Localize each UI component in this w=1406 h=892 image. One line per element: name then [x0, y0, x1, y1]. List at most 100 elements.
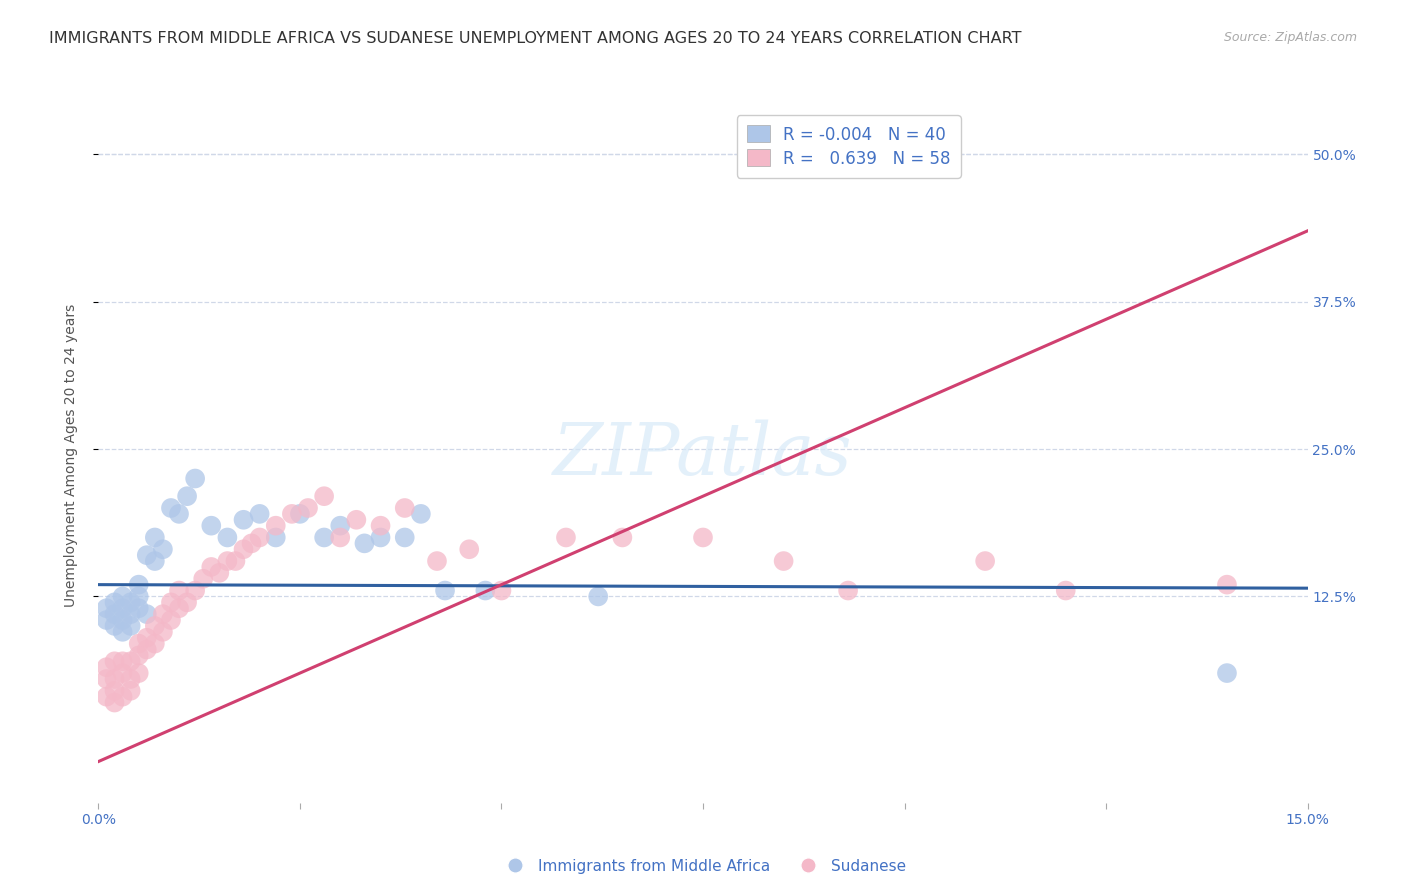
Point — [329, 531, 352, 545]
Point — [217, 554, 239, 568]
Point — [249, 531, 271, 545]
Point — [167, 507, 190, 521]
Point — [1216, 577, 1239, 591]
Point — [612, 531, 634, 545]
Point — [974, 554, 997, 568]
Point — [160, 595, 183, 609]
Point — [249, 507, 271, 521]
Point — [120, 654, 142, 668]
Point — [217, 531, 239, 545]
Point — [394, 531, 416, 545]
Point — [96, 601, 118, 615]
Point — [128, 577, 150, 591]
Point — [111, 613, 134, 627]
Point — [103, 683, 125, 698]
Point — [103, 619, 125, 633]
Point — [692, 531, 714, 545]
Point — [103, 607, 125, 621]
Point — [314, 489, 336, 503]
Point — [120, 672, 142, 686]
Point — [103, 595, 125, 609]
Point — [128, 590, 150, 604]
Text: IMMIGRANTS FROM MIDDLE AFRICA VS SUDANESE UNEMPLOYMENT AMONG AGES 20 TO 24 YEARS: IMMIGRANTS FROM MIDDLE AFRICA VS SUDANES… — [49, 31, 1022, 46]
Point — [128, 666, 150, 681]
Point — [152, 607, 174, 621]
Point — [555, 531, 578, 545]
Point — [184, 471, 207, 485]
Point — [96, 613, 118, 627]
Text: Source: ZipAtlas.com: Source: ZipAtlas.com — [1223, 31, 1357, 45]
Point — [103, 696, 125, 710]
Point — [232, 542, 254, 557]
Point — [297, 500, 319, 515]
Point — [120, 683, 142, 698]
Point — [1337, 583, 1360, 598]
Point — [120, 607, 142, 621]
Point — [264, 518, 287, 533]
Point — [394, 500, 416, 515]
Point — [344, 513, 367, 527]
Point — [176, 595, 198, 609]
Text: ZIPatlas: ZIPatlas — [553, 419, 853, 491]
Point — [152, 542, 174, 557]
Point — [103, 672, 125, 686]
Point — [232, 513, 254, 527]
Point — [128, 637, 150, 651]
Point — [111, 624, 134, 639]
Point — [370, 531, 392, 545]
Point — [167, 601, 190, 615]
Point — [111, 590, 134, 604]
Legend: Immigrants from Middle Africa, Sudanese: Immigrants from Middle Africa, Sudanese — [494, 853, 912, 880]
Point — [143, 637, 166, 651]
Point — [128, 601, 150, 615]
Point — [409, 507, 432, 521]
Point — [200, 560, 222, 574]
Point — [135, 642, 157, 657]
Point — [143, 619, 166, 633]
Point — [329, 518, 352, 533]
Point — [772, 554, 794, 568]
Y-axis label: Unemployment Among Ages 20 to 24 years: Unemployment Among Ages 20 to 24 years — [63, 303, 77, 607]
Point — [193, 572, 215, 586]
Point — [1216, 666, 1239, 681]
Point — [176, 489, 198, 503]
Point — [491, 583, 513, 598]
Point — [353, 536, 375, 550]
Point — [120, 619, 142, 633]
Point — [128, 648, 150, 663]
Point — [111, 666, 134, 681]
Point — [111, 690, 134, 704]
Point — [370, 518, 392, 533]
Point — [200, 518, 222, 533]
Point — [135, 607, 157, 621]
Point — [143, 531, 166, 545]
Point — [264, 531, 287, 545]
Point — [314, 531, 336, 545]
Point — [184, 583, 207, 598]
Point — [152, 624, 174, 639]
Point — [135, 548, 157, 562]
Point — [240, 536, 263, 550]
Point — [160, 500, 183, 515]
Point — [586, 590, 609, 604]
Point — [96, 690, 118, 704]
Point — [96, 672, 118, 686]
Point — [111, 601, 134, 615]
Point — [426, 554, 449, 568]
Point — [96, 660, 118, 674]
Point — [281, 507, 304, 521]
Point — [143, 554, 166, 568]
Point — [837, 583, 859, 598]
Point — [135, 631, 157, 645]
Point — [160, 613, 183, 627]
Point — [167, 583, 190, 598]
Point — [224, 554, 246, 568]
Point — [111, 654, 134, 668]
Point — [458, 542, 481, 557]
Point — [120, 595, 142, 609]
Point — [1054, 583, 1077, 598]
Point — [288, 507, 311, 521]
Legend: R = -0.004   N = 40, R =   0.639   N = 58: R = -0.004 N = 40, R = 0.639 N = 58 — [737, 115, 960, 178]
Point — [434, 583, 457, 598]
Point — [474, 583, 496, 598]
